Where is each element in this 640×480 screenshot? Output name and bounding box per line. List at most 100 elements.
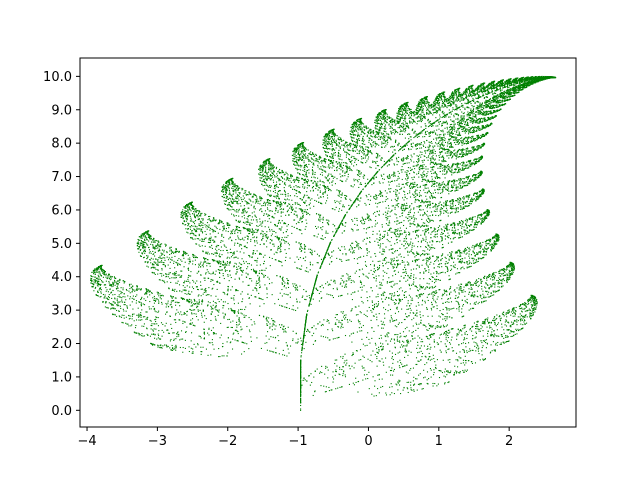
- fern-point: [397, 127, 399, 129]
- fern-point: [509, 266, 511, 268]
- fern-point: [378, 135, 380, 137]
- fern-point: [442, 94, 444, 96]
- fern-point: [162, 295, 164, 297]
- fern-point: [344, 171, 346, 173]
- fern-point: [392, 146, 394, 148]
- fern-point: [115, 283, 118, 285]
- fern-point: [363, 177, 365, 179]
- fern-point: [419, 166, 421, 168]
- fern-point: [397, 340, 399, 342]
- fern-point: [345, 195, 347, 197]
- fern-point: [175, 312, 177, 314]
- fern-point: [399, 188, 401, 190]
- fern-point: [463, 337, 465, 339]
- fern-point: [408, 305, 411, 307]
- fern-point: [505, 334, 507, 337]
- fern-point: [511, 270, 513, 272]
- fern-point: [152, 329, 154, 331]
- fern-point: [472, 121, 474, 123]
- fern-point: [249, 215, 251, 217]
- fern-point: [97, 291, 99, 293]
- fern-point: [403, 204, 405, 207]
- fern-point: [317, 181, 319, 183]
- fern-point: [108, 280, 110, 283]
- fern-point: [298, 151, 300, 153]
- fern-point: [97, 285, 99, 287]
- fern-point: [474, 111, 476, 113]
- fern-point: [210, 280, 212, 282]
- fern-point: [97, 278, 99, 280]
- fern-point: [426, 254, 429, 256]
- fern-point: [438, 273, 440, 275]
- fern-point: [436, 236, 438, 238]
- fern-point: [451, 127, 453, 129]
- fern-point: [404, 120, 406, 122]
- fern-point: [158, 257, 160, 259]
- fern-point: [331, 208, 333, 210]
- fern-point: [424, 102, 426, 104]
- fern-point: [443, 205, 445, 207]
- fern-point: [462, 258, 464, 260]
- fern-point: [324, 133, 327, 135]
- fern-point: [381, 192, 383, 194]
- fern-point: [461, 261, 463, 263]
- fern-point: [382, 275, 384, 277]
- fern-point: [377, 303, 380, 305]
- fern-point: [354, 161, 356, 163]
- fern-point: [222, 191, 224, 193]
- fern-point: [282, 326, 284, 328]
- fern-point: [184, 339, 186, 341]
- fern-point: [470, 163, 472, 165]
- fern-point: [420, 234, 422, 236]
- fern-point: [263, 260, 265, 262]
- fern-point: [404, 350, 406, 352]
- fern-point: [414, 191, 416, 193]
- fern-point: [400, 125, 403, 128]
- fern-point: [423, 259, 425, 261]
- fern-point: [171, 256, 173, 258]
- fern-point: [255, 296, 257, 298]
- fern-point: [484, 119, 486, 121]
- fern-point: [229, 191, 231, 193]
- fern-point: [406, 103, 408, 105]
- fern-point: [488, 88, 490, 90]
- fern-point: [399, 300, 401, 302]
- fern-point: [502, 275, 504, 277]
- fern-point: [183, 220, 185, 222]
- fern-point: [113, 301, 115, 303]
- fern-point: [428, 201, 430, 203]
- fern-point: [420, 99, 422, 101]
- fern-point: [266, 236, 268, 238]
- fern-point: [283, 285, 286, 287]
- fern-point: [462, 203, 464, 205]
- fern-point: [280, 244, 282, 246]
- fern-point: [382, 346, 384, 348]
- fern-point: [440, 341, 442, 343]
- fern-point: [145, 299, 147, 302]
- fern-point: [222, 228, 225, 230]
- fern-point: [188, 290, 190, 292]
- fern-point: [161, 258, 163, 260]
- fern-point: [362, 131, 364, 133]
- fern-point: [448, 308, 450, 310]
- fern-point: [466, 249, 468, 251]
- fern-point: [456, 200, 458, 202]
- fern-point: [418, 116, 420, 118]
- fern-point: [481, 144, 483, 146]
- fern-point: [193, 228, 195, 230]
- fern-point: [324, 190, 327, 192]
- fern-point: [453, 231, 455, 234]
- fern-point: [379, 264, 381, 267]
- fern-point: [353, 252, 355, 254]
- fern-point: [363, 238, 365, 240]
- fern-point: [348, 153, 350, 156]
- fern-point: [345, 280, 347, 282]
- fern-point: [371, 146, 373, 148]
- fern-point: [413, 390, 415, 392]
- fern-point: [512, 271, 514, 273]
- fern-point: [464, 355, 466, 357]
- fern-point: [390, 132, 392, 134]
- fern-point: [181, 260, 183, 262]
- fern-point: [427, 244, 429, 246]
- fern-point: [400, 105, 402, 107]
